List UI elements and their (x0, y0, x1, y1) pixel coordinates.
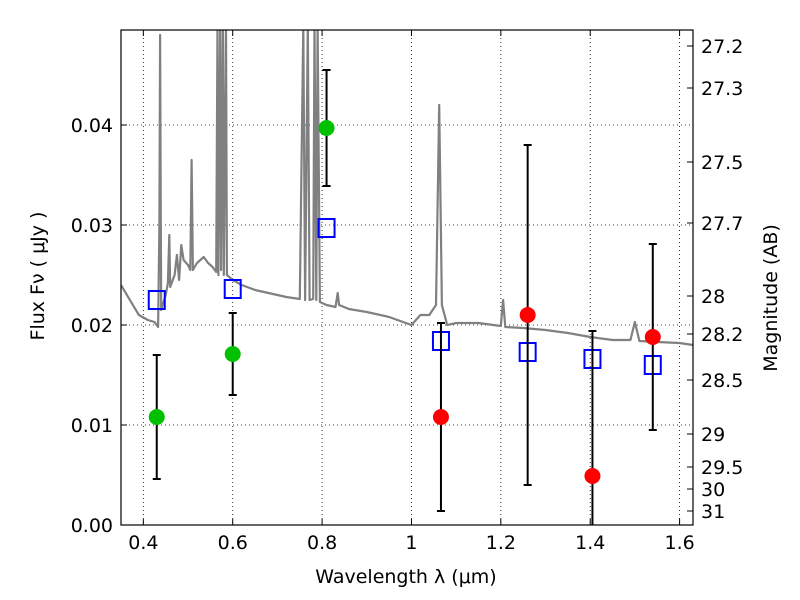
magnitude-tick-label: 27.3 (701, 78, 743, 100)
observed-flux-point (519, 307, 536, 323)
observed-flux-point (432, 409, 449, 425)
plot-area (121, 30, 693, 525)
x-tick-label: 1.6 (664, 532, 694, 554)
axes: 0.4 0.6 0.8 1 1.2 1.4 1.6 0.00 0.01 0.02 0.03 0.04 2… (71, 29, 743, 554)
plot-frame (120, 29, 694, 526)
magnitude-tick-label: 29 (701, 424, 725, 446)
y-tick-label: 0.00 (71, 515, 113, 537)
x-tick-label: 1.2 (486, 532, 516, 554)
x-tick-label: 0.8 (307, 532, 337, 554)
spectrum-line (121, 30, 693, 347)
magnitude-tick-label: 28 (701, 286, 725, 308)
right-axis-title: Magnitude (AB) (760, 224, 782, 372)
observed-flux-point (318, 120, 335, 136)
observed-flux-point (644, 329, 661, 345)
x-tick-label: 1.4 (575, 532, 605, 554)
magnitude-tick-label: 28.5 (701, 370, 743, 392)
y-axis-title: Flux Fν ( μJy ) (27, 212, 49, 341)
magnitude-tick-label: 27.7 (701, 213, 743, 235)
y-tick-label: 0.01 (71, 415, 113, 437)
model-flux-marker (317, 218, 336, 238)
observed-flux-point (148, 409, 165, 425)
magnitude-tick-label: 27.2 (701, 36, 743, 58)
x-tick-label: 0.6 (218, 532, 248, 554)
observed-flux-point (224, 346, 241, 362)
x-tick-label: 1 (405, 532, 417, 554)
model-flux-marker (147, 290, 166, 310)
magnitude-tick-label: 27.5 (701, 152, 743, 174)
magnitude-tick-label: 28.2 (701, 324, 743, 346)
y-tick-label: 0.04 (71, 115, 113, 137)
magnitude-tick-label: 30 (701, 479, 725, 501)
magnitude-tick-label: 31 (701, 501, 725, 523)
magnitude-tick-label: 29.5 (701, 457, 743, 479)
x-axis-title: Wavelength λ (μm) (315, 566, 496, 588)
x-tick-label: 0.4 (128, 532, 158, 554)
observed-flux-point (584, 468, 601, 484)
model-flux-marker (223, 279, 242, 299)
y-tick-label: 0.02 (71, 315, 113, 337)
y-tick-label: 0.03 (71, 215, 113, 237)
